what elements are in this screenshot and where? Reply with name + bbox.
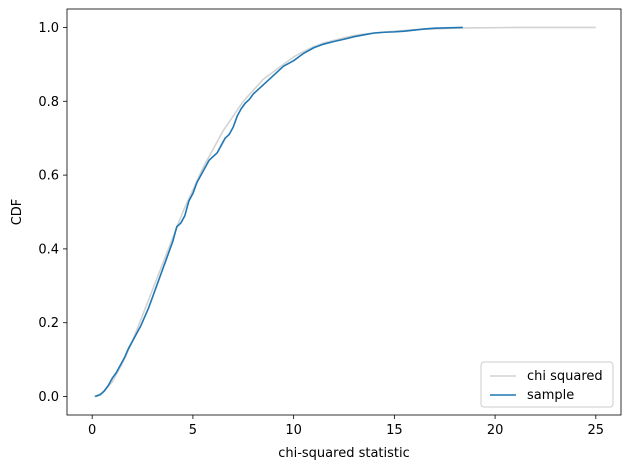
- x-tick-label: 20: [487, 423, 504, 438]
- x-tick-label: 0: [88, 423, 96, 438]
- x-tick-label: 25: [588, 423, 605, 438]
- legend-label-sample: sample: [527, 388, 574, 403]
- y-axis-label: CDF: [10, 199, 25, 226]
- x-tick-label: 10: [285, 423, 302, 438]
- x-tick-label: 5: [189, 423, 197, 438]
- x-axis: 0 5 10 15 20 25: [88, 415, 604, 438]
- y-tick-label: 0.0: [38, 390, 59, 405]
- y-tick-label: 0.4: [38, 242, 59, 257]
- plot-area: [67, 9, 621, 415]
- plot-frame: [66, 8, 622, 416]
- x-tick-label: 15: [386, 423, 403, 438]
- series-line-sample: [94, 26, 463, 398]
- y-tick-label: 1.0: [38, 21, 59, 36]
- y-tick-label: 0.8: [38, 95, 59, 110]
- y-tick-label: 0.2: [38, 316, 59, 331]
- series-layer: [93, 26, 596, 398]
- legend: chi squared sample: [480, 361, 614, 408]
- y-tick-label: 0.6: [38, 169, 59, 184]
- y-axis: 0.0 0.2 0.4 0.6 0.8 1.0: [38, 21, 67, 405]
- x-axis-label: chi-squared statistic: [278, 446, 410, 461]
- legend-label-chi-squared: chi squared: [527, 369, 603, 384]
- series-line-chi-squared: [93, 26, 596, 398]
